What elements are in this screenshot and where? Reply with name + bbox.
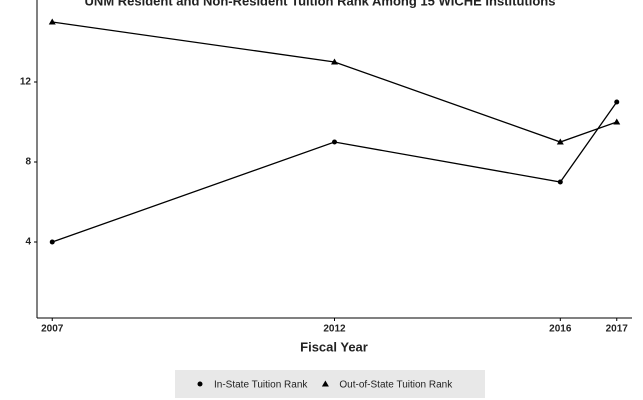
circle-marker: [49, 239, 55, 245]
circle-marker: [614, 99, 620, 105]
circle-marker: [332, 139, 337, 145]
circle-marker: [197, 381, 203, 387]
chart-title: UNM Resident and Non-Resident Tuition Ra…: [85, 0, 556, 8]
y-tick-label: 4: [25, 237, 31, 248]
triangle-marker: [613, 118, 621, 125]
series-line: [52, 101, 618, 243]
x-tick-label: 2016: [549, 324, 572, 335]
legend-label: Out-of-State Tuition Rank: [339, 380, 453, 391]
series-line: [52, 21, 617, 143]
circle-marker: [557, 179, 563, 185]
x-tick-label: 2007: [41, 324, 64, 335]
x-axis-title: Fiscal Year: [300, 339, 368, 354]
legend-label: In-State Tuition Rank: [214, 380, 308, 391]
triangle-marker: [48, 18, 56, 25]
triangle-marker: [556, 138, 564, 145]
y-tick-label: 8: [25, 157, 31, 168]
triangle-marker: [331, 58, 338, 65]
y-tick-label: 12: [20, 77, 32, 88]
x-tick-label: 2012: [323, 324, 346, 335]
triangle-marker: [321, 380, 329, 387]
x-tick-label: 2017: [606, 324, 629, 335]
legend-box: [175, 370, 485, 398]
